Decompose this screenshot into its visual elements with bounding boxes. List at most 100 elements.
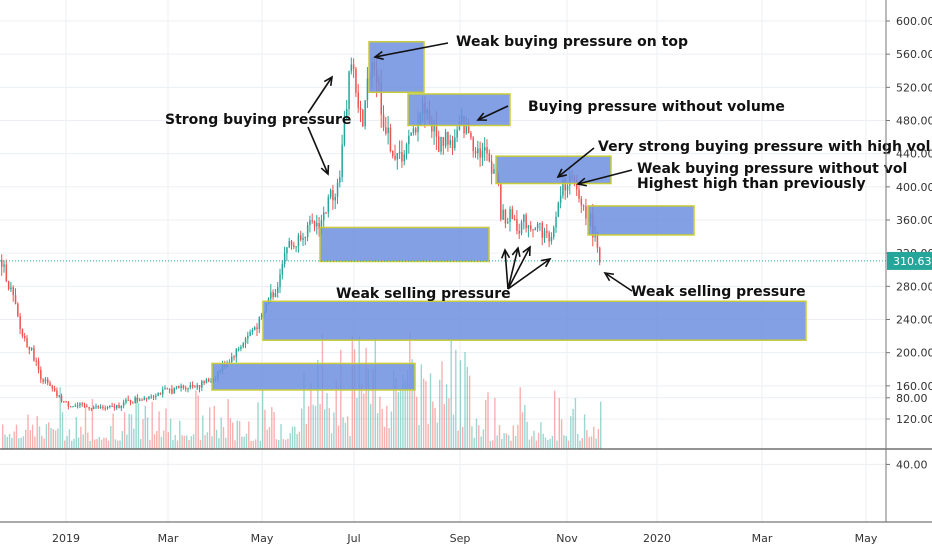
volume-bar: [482, 429, 485, 449]
candle-body: [185, 387, 187, 390]
volume-bar: [204, 435, 206, 449]
candle-body: [451, 140, 454, 149]
candle-body: [33, 347, 35, 361]
volume-bar: [445, 384, 448, 449]
candle-body: [550, 236, 553, 242]
volume-bar: [459, 360, 462, 449]
candle-body: [7, 280, 10, 290]
volume-bar: [324, 409, 326, 449]
pressure-zone: [495, 155, 612, 185]
annotation-text: Weak buying pressure on top: [456, 34, 688, 50]
annotation-arrow: [374, 42, 449, 58]
annotation-arrow: [504, 249, 509, 290]
volume-bar: [399, 389, 402, 449]
volume-bar: [149, 439, 151, 449]
candle-body: [562, 179, 564, 196]
volume-bar: [179, 420, 181, 449]
volume-bar: [333, 412, 335, 449]
annotation-arrow: [557, 147, 595, 178]
volume-bar: [117, 440, 119, 449]
candle-body: [143, 397, 146, 401]
annotation-text: Weak selling pressure: [336, 286, 511, 302]
volume-bar: [142, 419, 144, 449]
volume-bar: [264, 409, 266, 449]
candle-body: [357, 92, 359, 108]
candle-body: [488, 153, 491, 162]
candle-body: [449, 140, 451, 145]
candle-body: [557, 202, 560, 217]
volume-bar: [347, 416, 349, 449]
volume-bar: [554, 390, 556, 449]
candle-body: [173, 387, 175, 394]
candle-body: [410, 132, 412, 136]
candle-body: [339, 177, 341, 183]
volume-bar: [4, 434, 6, 449]
arrow-head: [323, 75, 334, 87]
volume-bar: [471, 426, 473, 449]
candle-body: [546, 231, 548, 233]
volume-bar: [429, 373, 432, 449]
candle-body: [210, 381, 212, 383]
volume-bar: [540, 422, 542, 449]
volume-bar: [579, 440, 581, 449]
annotation-arrow: [307, 126, 329, 175]
candle-body: [323, 212, 325, 221]
volume-bar: [250, 440, 252, 449]
volume-bar: [535, 440, 537, 449]
volume-bar: [229, 418, 232, 449]
volume-bar: [526, 421, 528, 449]
volume-bar: [112, 413, 114, 449]
volume-bar: [188, 440, 190, 449]
annotation-arrow: [577, 169, 633, 185]
volume-bar: [160, 436, 163, 449]
volume-bar: [163, 430, 165, 449]
candle-body: [132, 402, 134, 404]
volume-bar: [245, 433, 248, 449]
volume-bar: [232, 422, 234, 449]
volume-bar: [319, 404, 321, 449]
volume-bar: [574, 397, 577, 449]
volume-bar: [218, 438, 220, 449]
volume-bar: [38, 426, 41, 449]
candle-body: [467, 122, 470, 134]
y-tick-label: 80.00: [896, 392, 928, 405]
candle-body: [412, 128, 415, 133]
volume-bar: [80, 426, 82, 449]
volume-bar: [567, 440, 570, 449]
candle-body: [541, 223, 543, 238]
candle-body: [507, 222, 509, 224]
candle-body: [599, 247, 601, 263]
volume-bar: [351, 335, 353, 449]
candle-body: [79, 403, 81, 406]
candle-body: [145, 397, 148, 399]
volume-bar: [275, 439, 278, 449]
candle-body: [228, 362, 231, 364]
volume-bar: [321, 334, 324, 449]
candle-body: [417, 124, 419, 133]
candle-body: [72, 406, 74, 408]
candle-body: [166, 388, 169, 390]
candle-body: [580, 198, 583, 206]
candle-body: [67, 402, 70, 407]
volume-bar: [434, 407, 436, 449]
annotation-text: Very strong buying pressure with high vo…: [598, 139, 930, 155]
candle-body: [596, 233, 599, 248]
volume-bar: [457, 430, 459, 449]
candle-body: [116, 404, 118, 408]
arrow-head: [373, 50, 384, 61]
arrow-head: [511, 246, 521, 257]
arrow-head: [476, 112, 488, 121]
y-tick-label: 160.00: [896, 380, 932, 393]
candle-body: [260, 314, 263, 318]
volume-bar: [243, 436, 245, 449]
volume-bar: [542, 433, 544, 449]
volume-bar: [528, 439, 531, 449]
pressure-zone: [368, 40, 425, 94]
volume-bar: [57, 428, 59, 449]
volume-bar: [220, 417, 222, 449]
candle-body: [398, 152, 401, 154]
volume-bar: [480, 436, 482, 449]
arrow-head: [556, 168, 567, 179]
annotation-text: Weak buying pressure without vol: [637, 161, 907, 177]
candle-body: [242, 343, 244, 347]
